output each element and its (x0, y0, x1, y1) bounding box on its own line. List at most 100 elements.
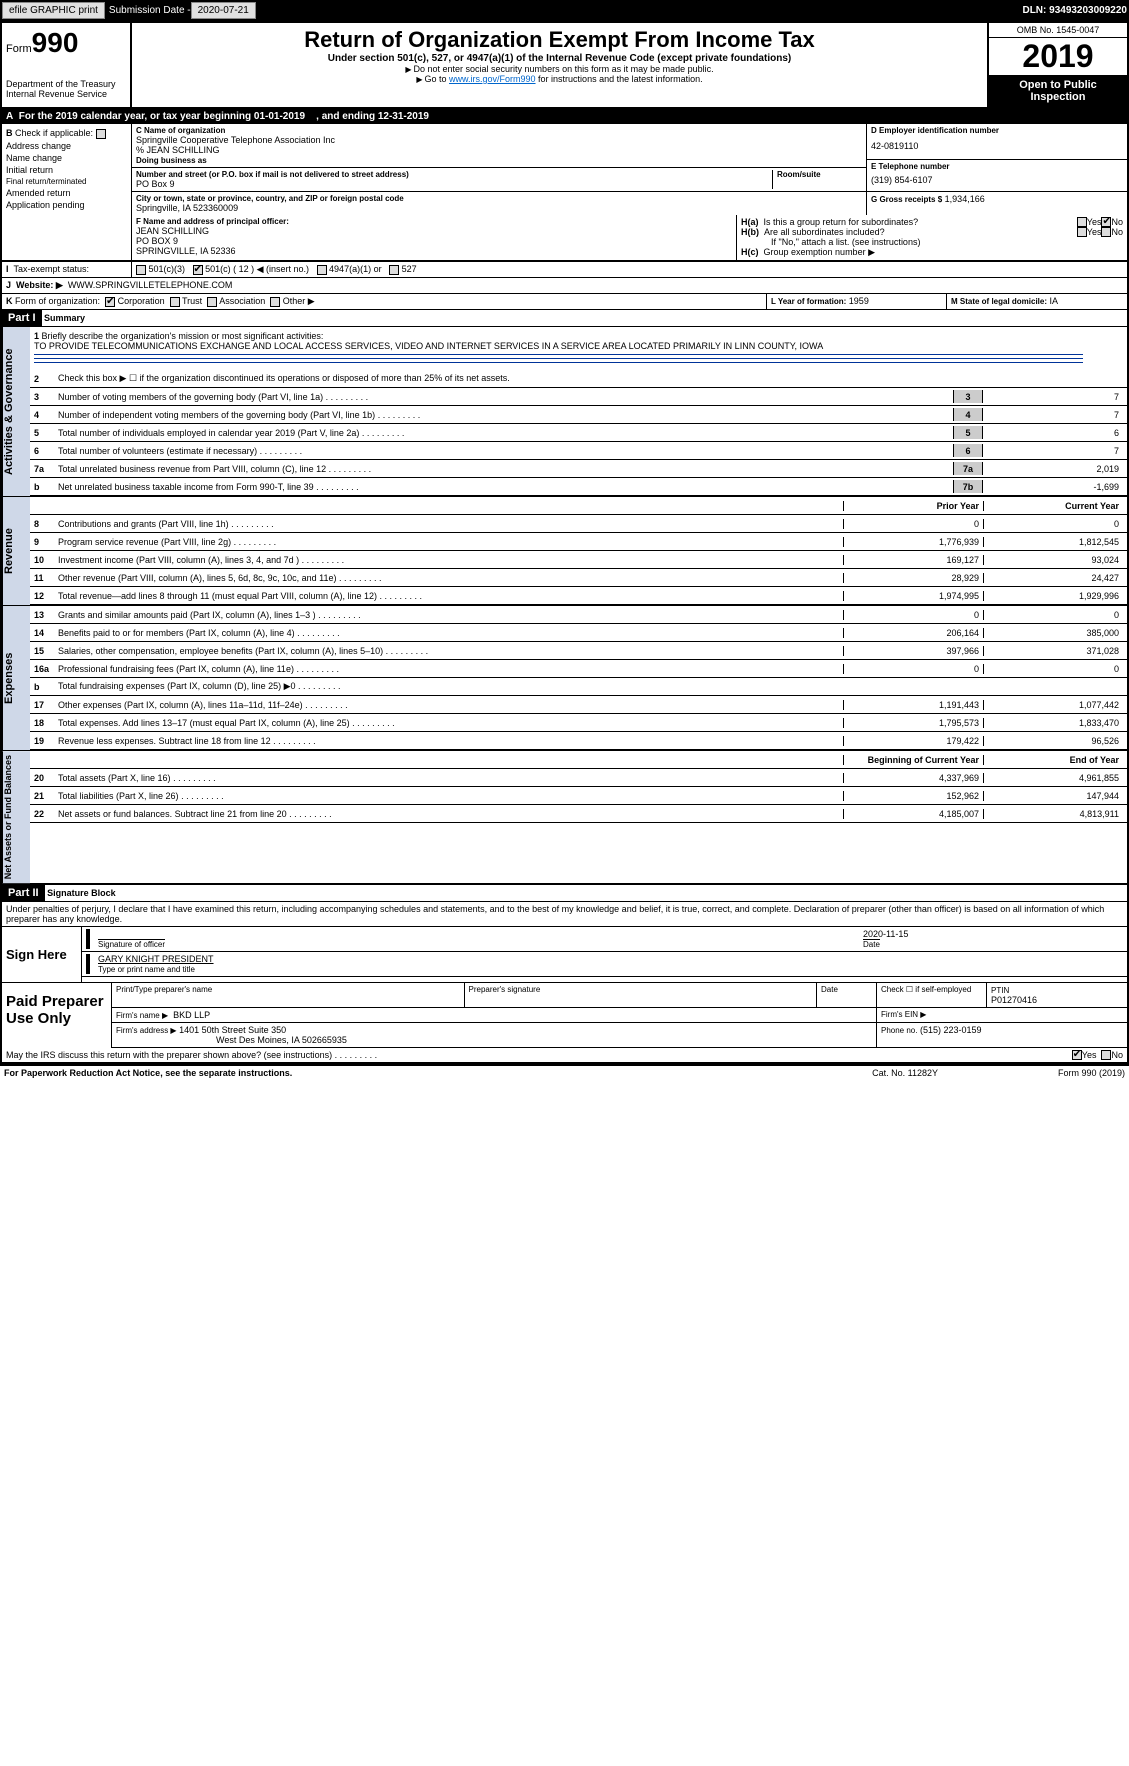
form-number: 990 (32, 27, 79, 58)
org-addr: PO Box 9 (136, 179, 772, 189)
k-lbl: Form of organization: (15, 296, 100, 306)
i-501c[interactable] (193, 265, 203, 275)
b-amended: Amended return (6, 188, 127, 198)
subdate-lbl: Submission Date - (109, 5, 191, 16)
footer-r: Form 990 (2019) (1058, 1068, 1125, 1078)
name-lbl: Type or print name and title (98, 965, 195, 974)
c-lbl: C Name of organization (136, 126, 862, 135)
hb-yes[interactable] (1077, 227, 1087, 237)
hb-no[interactable] (1101, 227, 1111, 237)
omb: OMB No. 1545-0047 (989, 23, 1127, 38)
part1-title: Summary (44, 313, 85, 323)
e-lbl: E Telephone number (871, 162, 1123, 171)
firm-lbl: Firm's name ▶ (116, 1011, 168, 1020)
firm-addr: 1401 50th Street Suite 350 (179, 1025, 286, 1035)
phone-lbl: Phone no. (881, 1026, 917, 1035)
dept: Department of the Treasury (6, 79, 126, 89)
f-lbl: F Name and address of principal officer: (136, 217, 732, 226)
col-eoy: End of Year (983, 755, 1123, 765)
part2-title: Signature Block (47, 888, 116, 898)
irs: Internal Revenue Service (6, 89, 126, 99)
j-lbl: Website: ▶ (16, 280, 63, 290)
vlabel-exp: Expenses (2, 606, 30, 750)
note-ssn: Do not enter social security numbers on … (136, 64, 983, 74)
sign-here: Sign Here (2, 927, 82, 982)
firm-addr2: West Des Moines, IA 502665935 (116, 1035, 347, 1045)
col-bcy: Beginning of Current Year (843, 755, 983, 765)
k-corp[interactable] (105, 297, 115, 307)
paid-lbl: Paid Preparer Use Only (2, 983, 112, 1048)
i-lbl: Tax-exempt status: (14, 264, 90, 274)
col-cy: Current Year (983, 501, 1123, 511)
hb: Are all subordinates included? (764, 227, 1077, 237)
perjury: Under penalties of perjury, I declare th… (2, 902, 1127, 926)
i-527[interactable] (389, 265, 399, 275)
i-501c3[interactable] (136, 265, 146, 275)
officer-addr: PO BOX 9 (136, 236, 732, 246)
room-lbl: Room/suite (772, 170, 862, 189)
ptin: P01270416 (991, 995, 1037, 1005)
k-assoc[interactable] (207, 297, 217, 307)
m-lbl: M State of legal domicile: (951, 297, 1047, 306)
ein: 42-0819110 (871, 135, 1123, 157)
chk-self: Check ☐ if self-employed (877, 983, 987, 1007)
city-lbl: City or town, state or province, country… (136, 194, 862, 203)
b-name-change: Name change (6, 153, 127, 163)
ha: Is this a group return for subordinates? (764, 217, 1077, 227)
gross-receipts: 1,934,166 (945, 194, 985, 204)
sig-date: 2020-11-15 (863, 929, 908, 939)
ph-name: Print/Type preparer's name (112, 983, 465, 1007)
b-pending: Application pending (6, 200, 127, 210)
subdate-btn[interactable]: 2020-07-21 (191, 2, 256, 19)
firm-phone: (515) 223-0159 (920, 1025, 982, 1035)
g-lbl: G Gross receipts $ (871, 195, 942, 204)
section-bcd: B Check if applicable: Address change Na… (2, 124, 1127, 215)
date-lbl: Date (863, 939, 880, 949)
vlabel-gov: Activities & Governance (2, 327, 30, 496)
cb-applicable[interactable] (96, 129, 106, 139)
officer-name: JEAN SCHILLING (136, 226, 732, 236)
ph-date: Date (817, 983, 877, 1007)
year-formation: 1959 (849, 296, 869, 306)
officer-sig-name: GARY KNIGHT PRESIDENT (98, 954, 214, 964)
form-header: Form990 Department of the Treasury Inter… (2, 23, 1127, 109)
d-lbl: D Employer identification number (871, 126, 1123, 135)
ha-no[interactable] (1101, 217, 1111, 227)
inspection: Open to Public Inspection (989, 75, 1127, 107)
line-a: A For the 2019 calendar year, or tax yea… (2, 109, 1127, 124)
footer-l: For Paperwork Reduction Act Notice, see … (4, 1068, 292, 1078)
k-trust[interactable] (170, 297, 180, 307)
dln: DLN: 93493203009220 (1022, 5, 1127, 16)
part1-bar: Part I (2, 310, 42, 326)
addr-lbl: Number and street (or P.O. box if mail i… (136, 170, 772, 179)
hc: Group exemption number ▶ (764, 247, 875, 257)
hb-note: If "No," attach a list. (see instruction… (741, 237, 1123, 247)
firm-name: BKD LLP (173, 1010, 210, 1020)
domicile: IA (1050, 296, 1059, 306)
faddr-lbl: Firm's address ▶ (116, 1026, 177, 1035)
note-goto-post: for instructions and the latest informat… (536, 74, 703, 84)
efile-btn[interactable]: efile GRAPHIC print (2, 2, 105, 19)
form-word: Form (6, 43, 32, 55)
yes-lbl: Yes (1087, 217, 1102, 227)
i-4947[interactable] (317, 265, 327, 275)
org-name: Springville Cooperative Telephone Associ… (136, 135, 862, 145)
form-title: Return of Organization Exempt From Incom… (136, 27, 983, 53)
mission-lbl: Briefly describe the organization's miss… (42, 331, 324, 341)
topbar: efile GRAPHIC print Submission Date - 20… (0, 0, 1129, 21)
discuss-no[interactable] (1101, 1050, 1111, 1060)
section-fh: F Name and address of principal officer:… (2, 215, 1127, 261)
ph-sig: Preparer's signature (465, 983, 818, 1007)
b-final: Final return/terminated (6, 177, 127, 186)
b-initial: Initial return (6, 165, 127, 175)
ha-yes[interactable] (1077, 217, 1087, 227)
k-other[interactable] (270, 297, 280, 307)
footer-m: Cat. No. 11282Y (872, 1068, 938, 1078)
note-goto-pre: Go to (416, 74, 449, 84)
website-url: WWW.SPRINGVILLETELEPHONE.COM (68, 280, 233, 290)
irs-link[interactable]: www.irs.gov/Form990 (449, 74, 536, 84)
part2-bar: Part II (2, 885, 45, 901)
officer-city: SPRINGVILLE, IA 52336 (136, 246, 732, 256)
no-lbl: No (1111, 217, 1123, 227)
discuss-yes[interactable] (1072, 1050, 1082, 1060)
